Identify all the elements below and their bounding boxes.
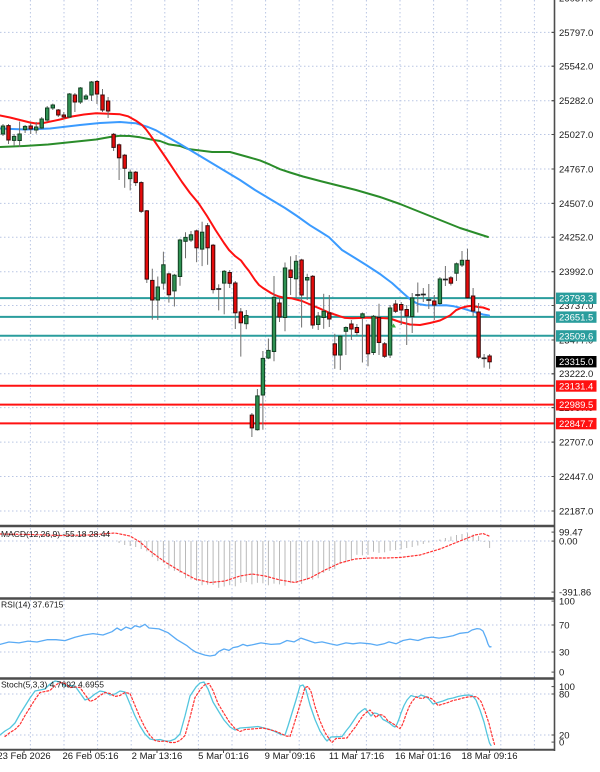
svg-text:MACD(12,26,9) -55.18 28.44: MACD(12,26,9) -55.18 28.44 — [1, 529, 110, 539]
svg-text:23131.4: 23131.4 — [559, 381, 593, 392]
svg-text:100: 100 — [559, 597, 575, 608]
svg-text:Stoch(5,3,3) 4.7692 4.6955: Stoch(5,3,3) 4.7692 4.6955 — [1, 680, 104, 690]
svg-text:23793.3: 23793.3 — [559, 294, 593, 305]
svg-text:25027.0: 25027.0 — [559, 130, 593, 141]
svg-text:23737.0: 23737.0 — [559, 301, 593, 312]
svg-text:22447.0: 22447.0 — [559, 472, 593, 483]
svg-text:23992.0: 23992.0 — [559, 267, 593, 278]
svg-text:9 Mar 09:16: 9 Mar 09:16 — [265, 751, 316, 762]
svg-text:22989.5: 22989.5 — [559, 400, 593, 411]
svg-text:22187.0: 22187.0 — [559, 506, 593, 517]
svg-text:23509.6: 23509.6 — [559, 331, 593, 342]
svg-text:18 Mar 09:16: 18 Mar 09:16 — [462, 751, 518, 762]
svg-text:26057.0: 26057.0 — [559, 0, 593, 4]
svg-text:23222.0: 23222.0 — [559, 369, 593, 380]
svg-text:26 Feb 05:16: 26 Feb 05:16 — [63, 751, 119, 762]
svg-text:100: 100 — [559, 682, 575, 693]
svg-text:22707.0: 22707.0 — [559, 438, 593, 449]
svg-text:24767.0: 24767.0 — [559, 164, 593, 175]
svg-text:16 Mar 01:16: 16 Mar 01:16 — [395, 751, 451, 762]
svg-text:22847.7: 22847.7 — [559, 419, 593, 430]
svg-text:25282.0: 25282.0 — [559, 96, 593, 107]
svg-text:5 Mar 01:16: 5 Mar 01:16 — [198, 751, 249, 762]
svg-text:-391.86: -391.86 — [559, 588, 591, 599]
svg-text:0: 0 — [559, 668, 564, 679]
svg-text:RSI(14) 37.6715: RSI(14) 37.6715 — [1, 600, 64, 610]
svg-text:23315.0: 23315.0 — [559, 357, 593, 368]
svg-text:11 Mar 17:16: 11 Mar 17:16 — [329, 751, 384, 762]
svg-text:99.47: 99.47 — [559, 528, 583, 539]
svg-text:25542.0: 25542.0 — [559, 62, 593, 73]
svg-text:24252.0: 24252.0 — [559, 233, 593, 244]
svg-text:23 Feb 2026: 23 Feb 2026 — [0, 751, 51, 762]
svg-text:23651.5: 23651.5 — [559, 313, 593, 324]
svg-text:24507.0: 24507.0 — [559, 199, 593, 210]
svg-text:2 Mar 13:16: 2 Mar 13:16 — [132, 751, 183, 762]
svg-text:20: 20 — [559, 730, 570, 741]
svg-text:80: 80 — [559, 689, 570, 700]
svg-text:30: 30 — [559, 647, 570, 658]
svg-text:0: 0 — [559, 738, 564, 749]
svg-text:25797.0: 25797.0 — [559, 28, 593, 39]
svg-text:0.00: 0.00 — [559, 537, 578, 548]
svg-text:70: 70 — [559, 620, 570, 631]
